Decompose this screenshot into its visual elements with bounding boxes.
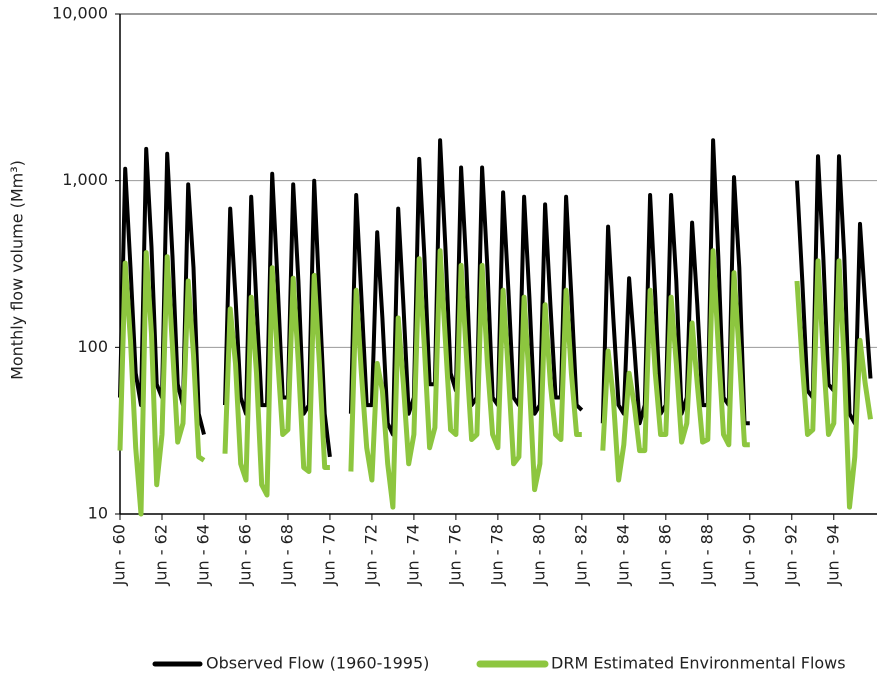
series-line <box>118 138 873 458</box>
x-tick-label: Jun - 78 <box>487 524 506 586</box>
x-tick-label: Jun - 86 <box>655 524 674 586</box>
x-tick-label: Jun - 80 <box>529 524 548 586</box>
y-tick-label: 1,000 <box>62 170 108 189</box>
y-tick-label: 100 <box>77 337 108 356</box>
x-tick-label: Jun - 90 <box>739 524 758 586</box>
x-tick-label: Jun - 68 <box>277 524 296 586</box>
legend-label: DRM Estimated Environmental Flows <box>551 654 846 673</box>
x-tick-label: Jun - 64 <box>193 524 212 586</box>
x-tick-label: Jun - 72 <box>361 524 380 586</box>
x-tick-label: Jun - 76 <box>445 524 464 586</box>
x-tick-label: Jun - 84 <box>613 524 632 586</box>
y-tick-label: 10,000 <box>52 4 108 23</box>
series-line <box>117 248 873 517</box>
x-tick-label: Jun - 70 <box>319 524 338 586</box>
x-tick-label: Jun - 74 <box>403 524 422 586</box>
x-tick-label: Jun - 66 <box>235 524 254 586</box>
x-tick-label: Jun - 82 <box>571 524 590 586</box>
x-tick-label: Jun - 88 <box>697 524 716 586</box>
x-tick-label: Jun - 60 <box>110 524 129 586</box>
x-tick-label: Jun - 94 <box>823 524 842 586</box>
legend-label: Observed Flow (1960-1995) <box>206 654 429 673</box>
y-axis-label: Monthly flow volume (Mm³) <box>8 160 27 380</box>
x-tick-label: Jun - 92 <box>781 524 800 586</box>
y-tick-label: 10 <box>88 504 108 523</box>
x-tick-label: Jun - 62 <box>151 524 170 586</box>
